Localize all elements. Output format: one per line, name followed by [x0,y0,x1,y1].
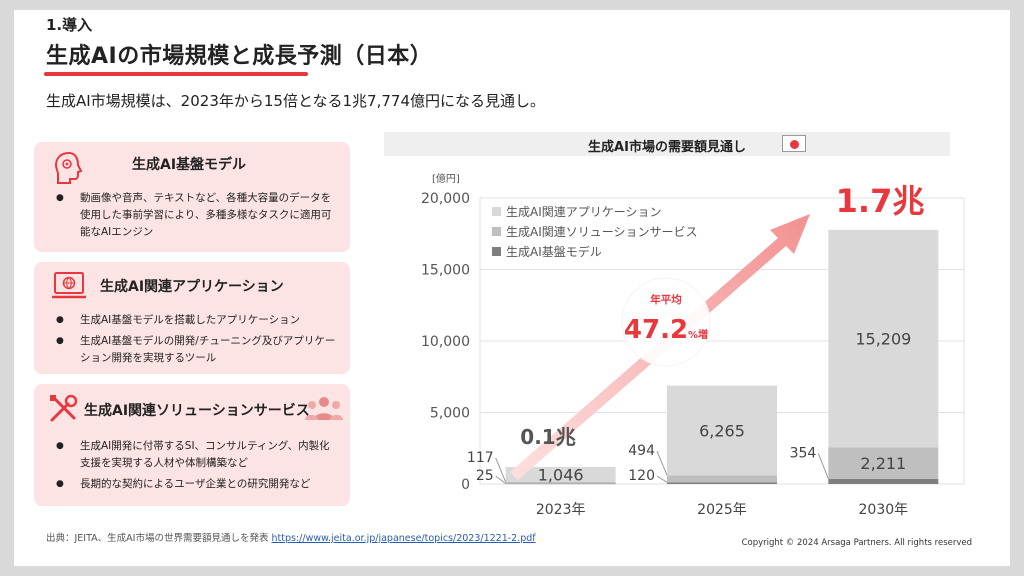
bar-segment [667,475,777,483]
card-title: 生成AI関連アプリケーション [100,279,284,295]
y-axis-unit-label: [億円] [432,172,460,185]
ai-head-icon [54,151,83,184]
copyright: Copyright © 2024 Arsaga Partners. All ri… [741,538,972,548]
bar-value-label: 2,211 [860,454,906,473]
growth-value: 47.2 [624,315,688,345]
card-bullets: 生成AI開発に付帯するSI、コンサルティング、内製化支援を実現する人材や体制構築… [56,438,338,497]
people-group-icon [305,397,343,420]
bar-segment [505,467,616,482]
legend-swatch [492,207,501,216]
legend-label: 生成AI関連ソリューションサービス [506,225,698,239]
lead-text: 生成AI市場規模は、2023年から15倍となる1兆7,774億円になる見通し。 [46,92,545,110]
growth-label: 年平均 [650,293,682,306]
bar-value-label: 15,209 [855,330,911,349]
bar-segment [505,483,616,485]
bar-side-label: 120 [628,468,655,484]
card-bullet: 長期的な契約によるユーザ企業との研究開発など [56,476,338,493]
y-tick-label: 20,000 [421,191,470,207]
y-tick-label: 15,000 [421,263,470,279]
start-total-label: 0.1兆 [520,425,575,449]
card-title: 生成AI関連ソリューションサービス [84,403,310,419]
card-bullet: 生成AI基盤モデルの開発/チューニング及びアプリケーション開発を実現するツール [56,333,338,367]
section-label: 1.導入 [46,16,93,34]
japan-flag-icon [782,135,806,152]
bar-segment [505,481,616,484]
laptop-globe-icon [52,272,86,299]
end-total-label: 1.7兆 [836,182,925,220]
bar-side-label: 117 [467,450,494,466]
legend-swatch [492,247,501,256]
leader-line [656,451,668,476]
bar-side-label: 25 [476,468,494,484]
bar-segment [667,482,777,484]
card-bullets: 生成AI基盤モデルを搭載したアプリケーション 生成AI基盤モデルの開発/チューニ… [56,312,338,371]
leader-line [495,457,507,483]
x-tick-label: 2030年 [859,502,909,518]
y-tick-label: 10,000 [421,334,470,350]
legend-label: 生成AI基盤モデル [506,244,602,259]
chart-header: 生成AI市場の需要額見通し [384,132,950,156]
card-foundation-model: 生成AI基盤モデル 動画像や音声、テキストなど、各種大容量のデータを使用した事前… [34,142,350,252]
bar-side-label: 354 [790,445,817,461]
growth-badge: 年平均 47.2 %増 [621,277,711,367]
bar-value-label: 1,046 [538,465,584,484]
bar-segment [667,385,777,476]
card-application: 生成AI関連アプリケーション 生成AI基盤モデルを搭載したアプリケーション 生成… [34,262,350,374]
source-link[interactable]: https://www.jeita.or.jp/japanese/topics/… [271,533,536,544]
bar-value-label: 6,265 [699,421,745,440]
source-text: 出典：JEITA、生成AI市場の世界需要額見通しを発表 [46,533,269,544]
chart-title: 生成AI市場の需要額見通し [588,140,746,155]
card-title: 生成AI基盤モデル [132,157,247,173]
card-bullet: 生成AI開発に付帯するSI、コンサルティング、内製化支援を実現する人材や体制構築… [56,438,338,472]
bar-segment [828,229,939,448]
x-tick-label: 2023年 [536,502,586,518]
growth-unit: %増 [688,328,708,341]
card-solution-service: 生成AI関連ソリューションサービス 生成AI開発に付帯するSI、コンサルティング… [34,384,350,506]
x-tick-label: 2025年 [697,502,747,518]
leader-line [656,475,668,483]
footer-source: 出典：JEITA、生成AI市場の世界需要額見通しを発表 https://www.… [46,530,536,544]
legend-label: 生成AI関連アプリケーション [506,205,662,219]
leader-line [817,453,829,480]
legend-swatch [492,227,501,236]
tools-icon [50,394,78,422]
leader-line [495,475,506,485]
page-title: 生成AIの市場規模と成長予測（日本） [46,44,433,69]
title-underline [44,72,308,76]
card-bullet: 動画像や音声、テキストなど、各種大容量のデータを使用した事前学習により、多種多様… [56,190,336,241]
card-bullet: 生成AI基盤モデルを搭載したアプリケーション [56,312,338,329]
bar-segment [828,447,939,479]
y-tick-label: 5,000 [430,406,470,422]
card-bullets: 動画像や音声、テキストなど、各種大容量のデータを使用した事前学習により、多種多様… [56,190,336,245]
bar-segment [828,478,939,484]
y-tick-label: 0 [461,477,470,493]
bar-side-label: 494 [628,443,655,459]
